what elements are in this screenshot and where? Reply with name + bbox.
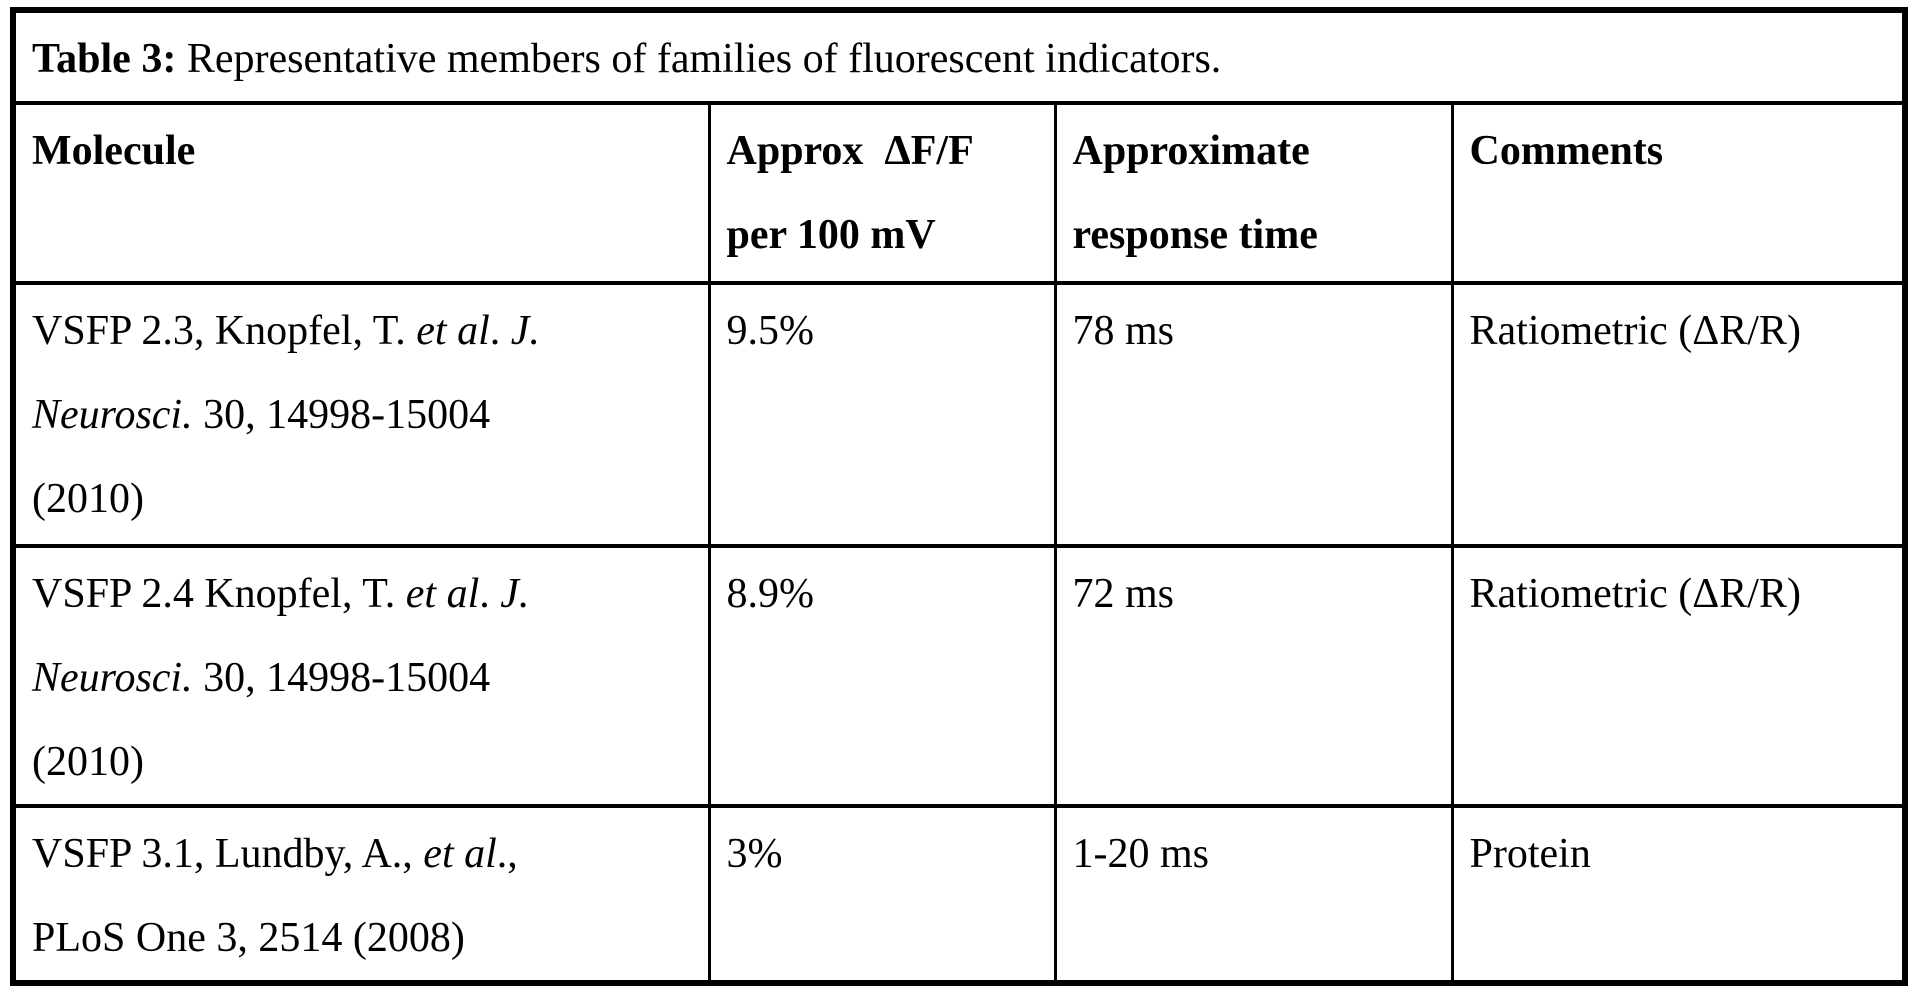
- cell-comments: Ratiometric (ΔR/R): [1450, 544, 1907, 808]
- cell-comments: Protein: [1450, 804, 1907, 985]
- header-cell-response-time: Approximate response time: [1053, 101, 1454, 285]
- cell-molecule: VSFP 2.3, Knopfel, T. et al. J. Neurosci.…: [11, 281, 711, 548]
- cell-text-line: Molecule: [32, 128, 196, 174]
- cell-text-line: response time: [1072, 212, 1318, 258]
- cell-comments: Ratiometric (ΔR/R): [1450, 281, 1907, 548]
- table-row: VSFP 3.1, Lundby, A., et al., PLoS One 3,…: [11, 804, 1907, 985]
- table-header-row: Molecule Approx ΔF/F per 100 mV Approxima…: [11, 101, 1907, 285]
- cell-text-line: Neurosci. 30, 14998-15004: [32, 655, 491, 701]
- table-caption-text: Representative members of families of fl…: [176, 36, 1222, 82]
- cell-text-line: VSFP 2.3, Knopfel, T. et al. J.: [32, 308, 540, 354]
- header-cell-df-f-per-100mv: Approx ΔF/F per 100 mV: [707, 101, 1057, 285]
- table-row: VSFP 2.4 Knopfel, T. et al. J. Neurosci. …: [11, 544, 1907, 808]
- cell-text-line: (2010): [32, 739, 144, 785]
- cell-molecule: VSFP 3.1, Lundby, A., et al., PLoS One 3,…: [11, 804, 711, 985]
- cell-df-f: 8.9%: [707, 544, 1057, 808]
- cell-text-line: Comments: [1469, 128, 1664, 174]
- header-cell-molecule: Molecule: [11, 101, 711, 285]
- table-caption-row: Table 3: Representative members of famil…: [11, 8, 1907, 105]
- table-caption-label: Table 3:: [32, 36, 177, 82]
- table-row: VSFP 2.3, Knopfel, T. et al. J. Neurosci.…: [11, 281, 1907, 548]
- cell-response-time: 78 ms: [1053, 281, 1454, 548]
- cell-text-line: Approx ΔF/F: [726, 128, 974, 174]
- cell-response-time: 72 ms: [1053, 544, 1454, 808]
- fluorescent-indicators-table: Table 3: Representative members of famil…: [10, 7, 1908, 986]
- cell-df-f: 9.5%: [707, 281, 1057, 548]
- cell-response-time: 1-20 ms: [1053, 804, 1454, 985]
- cell-text-line: (2010): [32, 476, 144, 522]
- cell-molecule: VSFP 2.4 Knopfel, T. et al. J. Neurosci. …: [11, 544, 711, 808]
- cell-text-line: VSFP 3.1, Lundby, A., et al.,: [32, 831, 518, 877]
- cell-text-line: Neurosci. 30, 14998-15004: [32, 392, 491, 438]
- cell-text-line: PLoS One 3, 2514 (2008): [32, 915, 465, 961]
- cell-text-line: VSFP 2.4 Knopfel, T. et al. J.: [32, 571, 530, 617]
- cell-text-line: Approximate: [1072, 128, 1310, 174]
- header-cell-comments: Comments: [1450, 101, 1907, 285]
- cell-df-f: 3%: [707, 804, 1057, 985]
- cell-text-line: per 100 mV: [726, 212, 936, 258]
- table-caption: Table 3: Representative members of famil…: [11, 8, 1907, 105]
